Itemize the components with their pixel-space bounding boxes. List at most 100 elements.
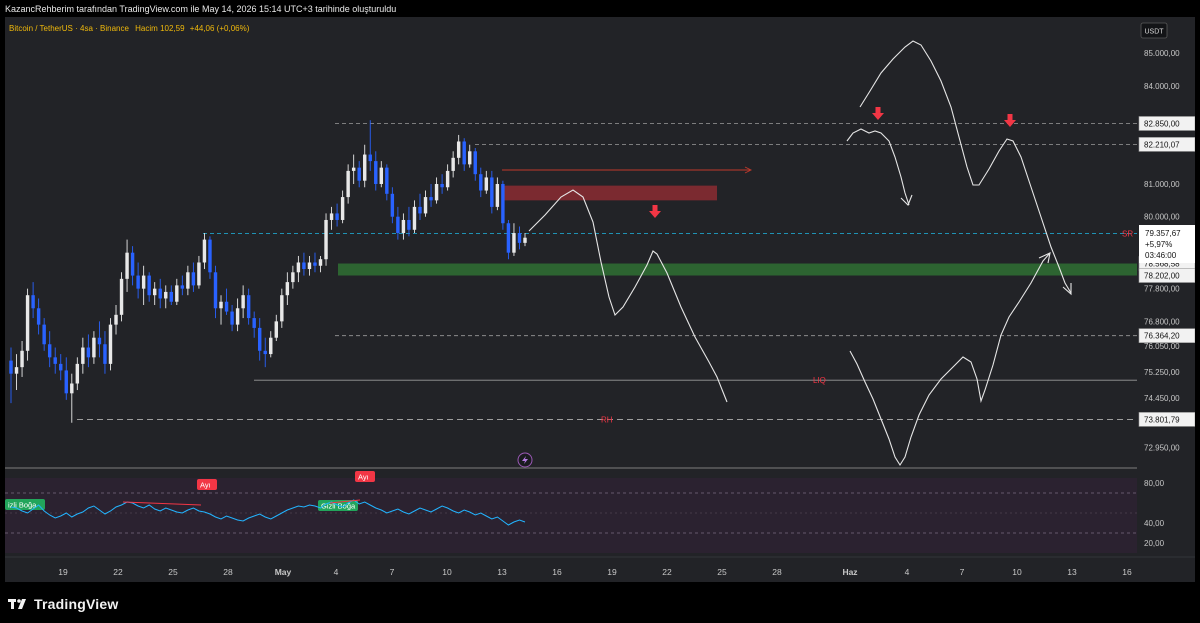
volume-value: 102,59 (160, 24, 185, 33)
price-tick: 74.450,00 (1144, 394, 1180, 403)
candle-body (97, 337, 102, 345)
candle-body (180, 285, 185, 289)
candle-body (335, 213, 339, 220)
candle-body (379, 167, 384, 184)
candle-body (429, 197, 433, 201)
candle-body (92, 337, 96, 358)
price-label: 82.210,07 (1144, 140, 1180, 149)
price-tick: 84.000,00 (1144, 82, 1180, 91)
bear-divergence-line (122, 501, 202, 506)
flash-icon[interactable] (517, 452, 533, 468)
annotation-label: SR (1122, 230, 1133, 239)
symbol-pair: Bitcoin / TetherUS · 4sa · Binance (9, 24, 129, 33)
price-tick: 77.800,00 (1144, 285, 1180, 294)
time-tick: 16 (1122, 567, 1132, 577)
projection-arrow-4 (900, 194, 913, 206)
brand-name: TradingView (34, 596, 119, 612)
price-tick: 72.950,00 (1144, 443, 1180, 452)
top-caption: KazancRehberim tarafından TradingView.co… (5, 4, 397, 14)
candle-body (280, 295, 284, 322)
candle-body (329, 213, 334, 220)
time-axis[interactable]: 19 22 25 28 May 4 7 10 13 16 19 22 25 28 Haz 4 7 10 13 16 (58, 567, 1132, 577)
time-tick: 7 (390, 567, 395, 577)
candle-body (274, 321, 279, 338)
chart-canvas[interactable]: SR LIQ RH Bitcoin / TetherUS · 4sa · Binan… (5, 17, 1195, 582)
demand-zone (338, 263, 1137, 276)
rsi-badge (197, 479, 217, 490)
candle-body (401, 219, 406, 234)
candles (9, 120, 527, 423)
candle-body (152, 288, 157, 296)
candle-body (81, 347, 85, 364)
candle-body (20, 350, 24, 368)
candle-body (130, 252, 135, 276)
candle-body (169, 291, 173, 302)
candle-body (64, 370, 68, 394)
candle-body (114, 314, 118, 325)
candle-body (468, 151, 472, 165)
candle-body (202, 239, 207, 263)
time-tick: 25 (168, 567, 178, 577)
candle-body (164, 291, 168, 299)
time-tick: 19 (58, 567, 68, 577)
candle-body (263, 350, 267, 355)
projection-arrow-2 (1038, 252, 1051, 264)
price-label: 76.364,20 (1144, 332, 1180, 341)
candle-body (501, 183, 505, 224)
candle-body (390, 193, 395, 217)
candle-body (235, 308, 240, 325)
candle-body (440, 183, 444, 188)
candle-body (434, 183, 439, 201)
chart-area[interactable]: SR LIQ RH Bitcoin / TetherUS · 4sa · Binan… (5, 17, 1195, 582)
time-tick: 28 (223, 567, 233, 577)
price-tick: 80.000,00 (1144, 213, 1180, 222)
price-tick: 75.250,00 (1144, 368, 1180, 377)
candle-body (374, 161, 378, 184)
last-change: +5,97% (1145, 240, 1172, 249)
rsi-badge-label: izli Boğa (8, 501, 37, 510)
candle-body (86, 347, 91, 358)
candle-body (213, 272, 218, 309)
bear-divergence-line (329, 499, 361, 504)
annotation-label: LIQ (813, 376, 826, 385)
candle-body (108, 324, 113, 364)
candle-body (230, 311, 234, 325)
candle-body (269, 337, 273, 355)
time-tick: 10 (1012, 567, 1022, 577)
price-label-box (1138, 137, 1195, 152)
candle-body (385, 167, 389, 194)
candle-body (445, 170, 450, 188)
level-lines (77, 123, 1137, 420)
projection-path-4 (846, 128, 910, 206)
price-label-box (1138, 328, 1195, 343)
time-tick: 28 (772, 567, 782, 577)
price-axis[interactable]: USDT 85.000,00 84.000,00 81.000,00 80.000,0… (1137, 17, 1195, 582)
symbol-line[interactable]: Bitcoin / TetherUS · 4sa · Binance Hacim… (9, 24, 250, 33)
supply-zone (502, 185, 717, 201)
candle-body (313, 262, 317, 266)
price-tick: 85.000,00 (1144, 49, 1180, 58)
currency-badge[interactable] (1140, 22, 1168, 39)
candle-body (517, 233, 522, 243)
last-price: 79.357,67 (1145, 229, 1181, 238)
candle-body (224, 301, 229, 312)
time-tick: 22 (113, 567, 123, 577)
candle-body (351, 167, 356, 171)
price-tick: 81.000,00 (1144, 180, 1180, 189)
projection-drawings (502, 40, 1072, 468)
candle-body (158, 288, 162, 299)
candle-body (340, 197, 345, 220)
time-tick: 7 (960, 567, 965, 577)
rsi-badge (355, 471, 375, 482)
time-tick: 16 (552, 567, 562, 577)
price-tick: 76.050,00 (1144, 342, 1180, 351)
candle-body (186, 272, 190, 289)
candle-body (252, 318, 256, 328)
candle-body (324, 219, 328, 260)
price-axis-background (1137, 17, 1195, 582)
candle-body (285, 282, 290, 296)
candle-body (125, 252, 129, 279)
rsi-line (10, 499, 526, 526)
down-arrow-icon (649, 205, 661, 218)
